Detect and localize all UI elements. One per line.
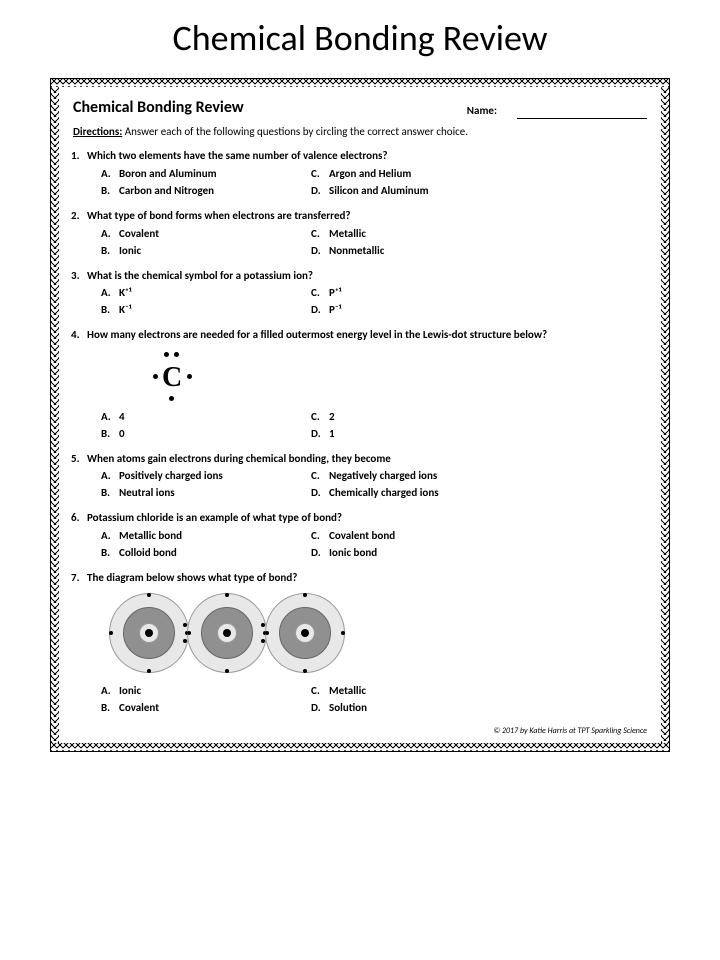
- question-text: 4.How many electrons are needed for a fi…: [89, 328, 647, 343]
- name-blank-line[interactable]: [517, 107, 647, 119]
- choice-c[interactable]: C.Metallic: [311, 684, 511, 699]
- worksheet-inner: Chemical Bonding Review Name: Directions…: [51, 87, 669, 743]
- question-prompt: When atoms gain electrons during chemica…: [87, 452, 391, 465]
- lewis-dot-electron: [187, 374, 192, 379]
- question-number: 3.: [71, 269, 87, 284]
- border-right: [661, 87, 669, 743]
- border-bottom: [51, 743, 669, 751]
- choice-grid: A.Ionic C.Metallic B.Covalent D.Solution: [101, 684, 647, 716]
- footer-credit: © 2017 by Katie Harris at TPT Sparkling …: [73, 726, 647, 737]
- question-text: 6.Potassium chloride is an example of wh…: [89, 511, 647, 526]
- question-number: 5.: [71, 452, 87, 467]
- lewis-dot-electron: [169, 396, 174, 401]
- choice-grid: A.Covalent C.Metallic B.Ionic D.Nonmetal…: [101, 227, 647, 259]
- question-prompt: How many electrons are needed for a fill…: [87, 328, 547, 341]
- choice-b[interactable]: B.0: [101, 427, 301, 442]
- directions-text: Answer each of the following questions b…: [125, 125, 468, 138]
- lewis-dot-electron: [153, 374, 158, 379]
- question-text: 5.When atoms gain electrons during chemi…: [89, 452, 647, 467]
- question-7: 7.The diagram below shows what type of b…: [89, 571, 647, 717]
- question-5: 5.When atoms gain electrons during chemi…: [89, 452, 647, 502]
- question-text: 2.What type of bond forms when electrons…: [89, 209, 647, 224]
- question-prompt: What is the chemical symbol for a potass…: [87, 269, 313, 282]
- choice-b[interactable]: B.Ionic: [101, 244, 301, 259]
- lewis-dot-electron: [174, 352, 179, 357]
- worksheet-container: Chemical Bonding Review Name: Directions…: [50, 78, 670, 752]
- lewis-dot-diagram: C: [144, 349, 204, 404]
- choice-a[interactable]: A.Metallic bond: [101, 529, 301, 544]
- choice-b[interactable]: B.Carbon and Nitrogen: [101, 184, 301, 199]
- choice-grid: A.K⁺¹ C.P⁺¹ B.K⁻¹ D.P⁻¹: [101, 286, 647, 318]
- border-top: [51, 79, 669, 87]
- question-text: 1.Which two elements have the same numbe…: [89, 149, 647, 164]
- choice-c[interactable]: C.Metallic: [311, 227, 511, 242]
- question-prompt: The diagram below shows what type of bon…: [87, 571, 297, 584]
- atom: [265, 593, 345, 673]
- directions-label: Directions:: [73, 125, 122, 138]
- choice-c[interactable]: C.Argon and Helium: [311, 167, 511, 182]
- question-number: 7.: [71, 571, 87, 586]
- question-prompt: What type of bond forms when electrons a…: [87, 209, 351, 222]
- worksheet-title: Chemical Bonding Review: [73, 97, 244, 119]
- choice-a[interactable]: A.Boron and Aluminum: [101, 167, 301, 182]
- question-prompt: Which two elements have the same number …: [87, 149, 387, 162]
- atom: [187, 593, 267, 673]
- choice-d[interactable]: D.Solution: [311, 701, 511, 716]
- choice-c[interactable]: C.P⁺¹: [311, 286, 511, 301]
- border-left: [51, 87, 59, 743]
- choice-d[interactable]: D.Chemically charged ions: [311, 486, 511, 501]
- lewis-dot-symbol: C: [162, 359, 182, 397]
- choice-b[interactable]: B.Colloid bond: [101, 546, 301, 561]
- name-label: Name:: [467, 104, 497, 119]
- question-text: 7.The diagram below shows what type of b…: [89, 571, 647, 586]
- question-number: 4.: [71, 328, 87, 343]
- choice-grid: A.Positively charged ions C.Negatively c…: [101, 469, 647, 501]
- choice-c[interactable]: C.Covalent bond: [311, 529, 511, 544]
- choice-a[interactable]: A.Positively charged ions: [101, 469, 301, 484]
- bond-diagram: [109, 591, 359, 676]
- choice-grid: A.Metallic bond C.Covalent bond B.Colloi…: [101, 529, 647, 561]
- question-3: 3.What is the chemical symbol for a pota…: [89, 269, 647, 319]
- question-number: 1.: [71, 149, 87, 164]
- choice-b[interactable]: B.Neutral ions: [101, 486, 301, 501]
- worksheet-header: Chemical Bonding Review Name:: [73, 97, 647, 119]
- choice-d[interactable]: D.1: [311, 427, 511, 442]
- choice-grid: A.4 C.2 B.0 D.1: [101, 410, 647, 442]
- choice-b[interactable]: B.K⁻¹: [101, 303, 301, 318]
- atom: [109, 593, 189, 673]
- question-prompt: Potassium chloride is an example of what…: [87, 511, 342, 524]
- question-4: 4.How many electrons are needed for a fi…: [89, 328, 647, 442]
- question-6: 6.Potassium chloride is an example of wh…: [89, 511, 647, 561]
- question-number: 2.: [71, 209, 87, 224]
- choice-c[interactable]: C.Negatively charged ions: [311, 469, 511, 484]
- choice-d[interactable]: D.Nonmetallic: [311, 244, 511, 259]
- choice-c[interactable]: C.2: [311, 410, 511, 425]
- choice-a[interactable]: A.4: [101, 410, 301, 425]
- choice-a[interactable]: A.Ionic: [101, 684, 301, 699]
- question-1: 1.Which two elements have the same numbe…: [89, 149, 647, 199]
- choice-b[interactable]: B.Covalent: [101, 701, 301, 716]
- question-2: 2.What type of bond forms when electrons…: [89, 209, 647, 259]
- choice-a[interactable]: A.Covalent: [101, 227, 301, 242]
- choice-d[interactable]: D.P⁻¹: [311, 303, 511, 318]
- directions: Directions: Answer each of the following…: [73, 125, 647, 140]
- page-title: Chemical Bonding Review: [0, 0, 720, 68]
- choice-d[interactable]: D.Silicon and Aluminum: [311, 184, 511, 199]
- lewis-dot-electron: [164, 352, 169, 357]
- question-text: 3.What is the chemical symbol for a pota…: [89, 269, 647, 284]
- choice-d[interactable]: D.Ionic bond: [311, 546, 511, 561]
- choice-grid: A.Boron and Aluminum C.Argon and Helium …: [101, 167, 647, 199]
- question-number: 6.: [71, 511, 87, 526]
- choice-a[interactable]: A.K⁺¹: [101, 286, 301, 301]
